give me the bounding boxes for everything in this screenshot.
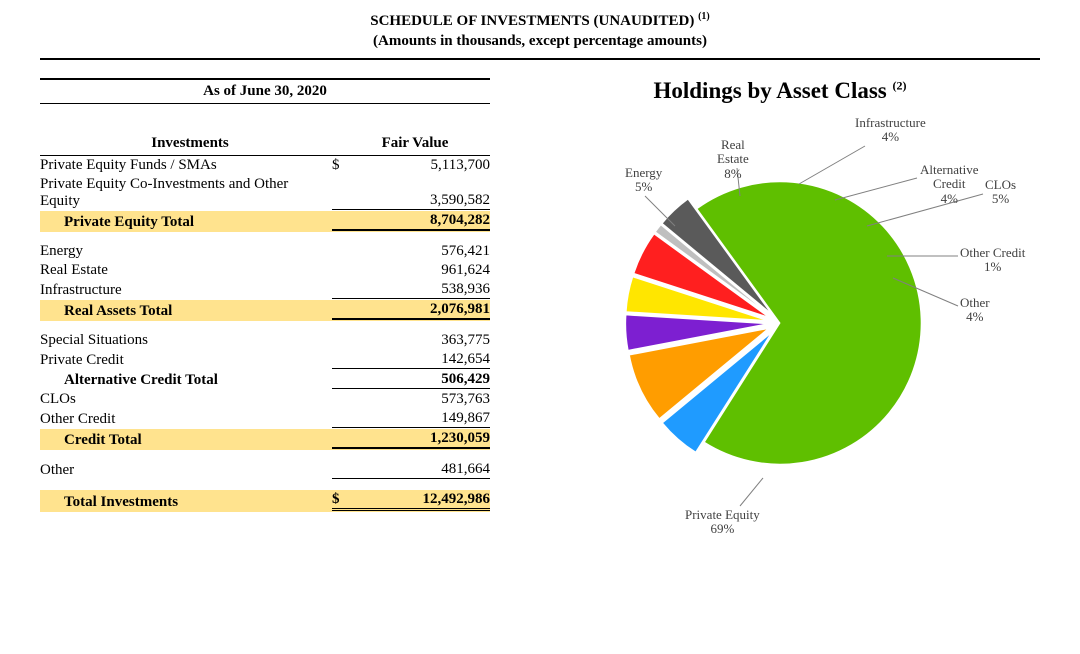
row-value: 538,936 — [350, 281, 490, 298]
pie-label: Infrastructure4% — [855, 116, 926, 146]
currency-symbol — [332, 430, 350, 447]
row-value: 1,230,059 — [350, 430, 490, 447]
row-value: 5,113,700 — [350, 157, 490, 174]
column-headers: Investments Fair Value — [40, 132, 490, 156]
table-row: Special Situations 363,775 — [40, 331, 490, 350]
chart-title: Holdings by Asset Class (2) — [520, 78, 1040, 104]
row-label: Alternative Credit Total — [40, 372, 332, 389]
row-value: 576,421 — [350, 243, 490, 260]
row-value: 8,704,282 — [350, 212, 490, 229]
row-label: Private Equity Total — [40, 214, 332, 231]
col-investments: Investments — [40, 135, 340, 152]
pie-label: CLOs5% — [985, 178, 1016, 208]
table-row: Alternative Credit Total 506,429 — [40, 370, 490, 390]
as-of-line: As of June 30, 2020 — [40, 78, 490, 104]
table-body: Private Equity Funds / SMAs$5,113,700Pri… — [40, 156, 490, 512]
currency-symbol — [332, 212, 350, 229]
row-label: CLOs — [40, 391, 332, 408]
row-value: 573,763 — [350, 391, 490, 408]
row-label: Private Equity Co-Investments and Other … — [40, 176, 332, 210]
table-row: Other 481,664 — [40, 460, 490, 480]
header-title-2: (Amounts in thousands, except percentage… — [373, 33, 707, 49]
currency-symbol — [332, 410, 350, 427]
row-value: 961,624 — [350, 262, 490, 279]
row-label: Private Equity Funds / SMAs — [40, 157, 332, 174]
row-label: Total Investments — [40, 494, 332, 511]
row-value: 149,867 — [350, 410, 490, 427]
row-label: Other Credit — [40, 411, 332, 428]
pie-label: AlternativeCredit4% — [920, 163, 978, 208]
currency-symbol — [332, 301, 350, 318]
table-row: Infrastructure 538,936 — [40, 280, 490, 300]
table-row: Total Investments$12,492,986 — [40, 490, 490, 512]
row-value: 506,429 — [350, 371, 490, 388]
table-row: Private Equity Co-Investments and Other … — [40, 175, 490, 211]
table-row: Real Estate 961,624 — [40, 261, 490, 280]
pie-chart — [620, 163, 940, 483]
row-label: Other — [40, 462, 332, 479]
pie-label: RealEstate8% — [717, 138, 749, 183]
chart-title-text: Holdings by Asset Class — [653, 78, 886, 103]
page: SCHEDULE OF INVESTMENTS (UNAUDITED) (1) … — [0, 0, 1080, 548]
row-value: 12,492,986 — [350, 491, 490, 508]
pie-label: Private Equity69% — [685, 508, 760, 538]
chart-footnote: (2) — [893, 78, 907, 92]
row-value: 2,076,981 — [350, 301, 490, 318]
table-row: Real Assets Total 2,076,981 — [40, 300, 490, 321]
pie-wrap: Private Equity69% Energy5% RealEstate8% Inf… — [565, 108, 995, 538]
currency-symbol — [332, 461, 350, 478]
currency-symbol — [332, 192, 350, 209]
table-row: Private Equity Total 8,704,282 — [40, 211, 490, 232]
currency-symbol: $ — [332, 491, 350, 508]
row-label: Real Assets Total — [40, 303, 332, 320]
header: SCHEDULE OF INVESTMENTS (UNAUDITED) (1) … — [40, 10, 1040, 52]
row-label: Energy — [40, 243, 332, 260]
currency-symbol — [332, 351, 350, 368]
as-of-text: As of June 30, 2020 — [203, 83, 327, 100]
currency-symbol — [332, 243, 350, 260]
col-fair-value: Fair Value — [340, 135, 490, 152]
investments-table: As of June 30, 2020 Investments Fair Val… — [40, 78, 490, 538]
row-label: Infrastructure — [40, 282, 332, 299]
currency-symbol: $ — [332, 157, 350, 174]
chart-column: Holdings by Asset Class (2) Private Equi… — [520, 78, 1040, 538]
currency-symbol — [332, 391, 350, 408]
currency-symbol — [332, 332, 350, 349]
table-row: CLOs 573,763 — [40, 390, 490, 409]
row-value: 3,590,582 — [350, 192, 490, 209]
row-value: 481,664 — [350, 461, 490, 478]
header-rule — [40, 58, 1040, 60]
row-label: Private Credit — [40, 352, 332, 369]
table-row: Energy 576,421 — [40, 242, 490, 261]
table-row: Private Equity Funds / SMAs$5,113,700 — [40, 156, 490, 175]
header-title-1: SCHEDULE OF INVESTMENTS (UNAUDITED) — [370, 13, 694, 29]
row-label: Real Estate — [40, 262, 332, 279]
header-footnote-1: (1) — [698, 11, 710, 22]
currency-symbol — [332, 371, 350, 388]
table-row: Other Credit 149,867 — [40, 409, 490, 429]
row-label: Special Situations — [40, 332, 332, 349]
content: As of June 30, 2020 Investments Fair Val… — [40, 78, 1040, 538]
row-value: 363,775 — [350, 332, 490, 349]
currency-symbol — [332, 262, 350, 279]
table-row: Credit Total 1,230,059 — [40, 429, 490, 450]
row-label: Credit Total — [40, 432, 332, 449]
pie-label: Energy5% — [625, 166, 662, 196]
pie-label: Other Credit1% — [960, 246, 1025, 276]
currency-symbol — [332, 281, 350, 298]
table-row: Private Credit 142,654 — [40, 350, 490, 370]
row-value: 142,654 — [350, 351, 490, 368]
pie-label: Other4% — [960, 296, 990, 326]
